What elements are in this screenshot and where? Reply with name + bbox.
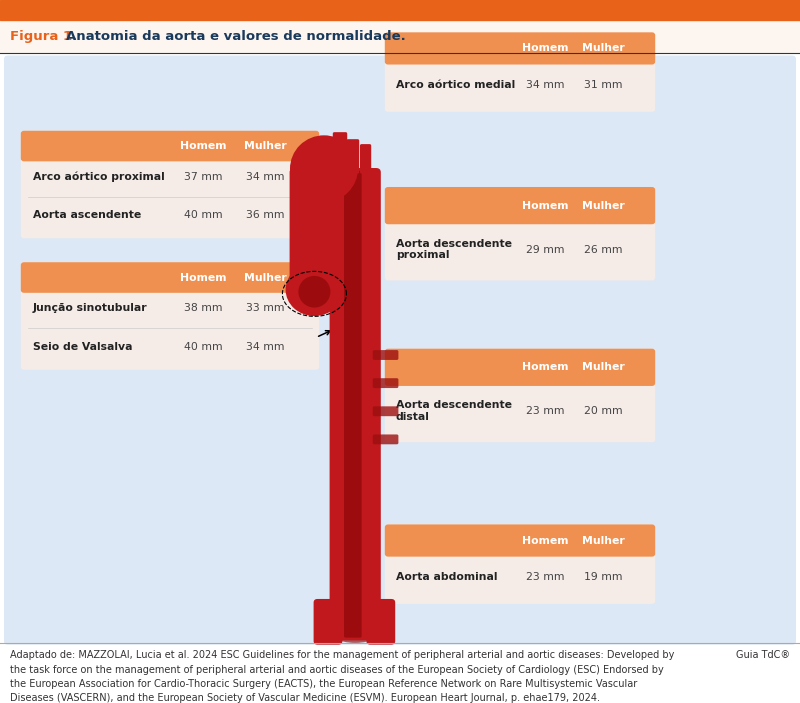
Ellipse shape — [319, 619, 391, 635]
Text: Aorta descendente
proximal: Aorta descendente proximal — [396, 239, 512, 260]
Text: 26 mm: 26 mm — [584, 245, 622, 254]
Text: Homem: Homem — [522, 536, 568, 546]
Text: Anatomia da aorta e valores de normalidade.: Anatomia da aorta e valores de normalida… — [66, 30, 406, 43]
FancyBboxPatch shape — [333, 132, 347, 174]
FancyBboxPatch shape — [385, 349, 655, 386]
Text: Mulher: Mulher — [582, 200, 625, 211]
FancyBboxPatch shape — [4, 56, 796, 645]
Text: 23 mm: 23 mm — [526, 406, 564, 416]
FancyBboxPatch shape — [330, 168, 381, 640]
FancyBboxPatch shape — [373, 434, 398, 444]
Text: Mulher: Mulher — [243, 273, 286, 283]
FancyBboxPatch shape — [21, 131, 319, 162]
FancyBboxPatch shape — [385, 524, 655, 604]
Text: Seio de Valsalva: Seio de Valsalva — [33, 342, 132, 352]
Text: Mulher: Mulher — [582, 536, 625, 546]
Text: Figura 1.: Figura 1. — [10, 30, 77, 43]
Text: Aorta descendente
distal: Aorta descendente distal — [396, 401, 512, 422]
Text: 37 mm: 37 mm — [184, 172, 223, 182]
Text: Homem: Homem — [522, 200, 568, 211]
Text: 36 mm: 36 mm — [246, 210, 284, 221]
Text: 34 mm: 34 mm — [246, 172, 284, 182]
FancyBboxPatch shape — [290, 168, 341, 285]
FancyBboxPatch shape — [21, 262, 319, 293]
FancyBboxPatch shape — [366, 599, 395, 645]
Text: Aorta abdominal: Aorta abdominal — [396, 572, 498, 583]
Text: Arco aórtico medial: Arco aórtico medial — [396, 80, 515, 91]
Text: Aorta ascendente: Aorta ascendente — [33, 210, 141, 221]
FancyBboxPatch shape — [385, 32, 655, 65]
Bar — [0, 20, 800, 53]
Text: 34 mm: 34 mm — [526, 80, 564, 91]
FancyBboxPatch shape — [373, 406, 398, 416]
Text: Mulher: Mulher — [582, 362, 625, 373]
FancyBboxPatch shape — [385, 32, 655, 112]
FancyBboxPatch shape — [346, 139, 359, 174]
FancyBboxPatch shape — [344, 171, 362, 638]
Text: Homem: Homem — [522, 44, 568, 53]
Text: 40 mm: 40 mm — [184, 342, 223, 352]
Text: Junção sinotubular: Junção sinotubular — [33, 304, 147, 314]
Text: Homem: Homem — [180, 273, 227, 283]
Text: Mulher: Mulher — [582, 44, 625, 53]
Text: Homem: Homem — [180, 141, 227, 151]
Text: Adaptado de: MAZZOLAI, Lucia et al. 2024 ESC Guidelines for the management of pe: Adaptado de: MAZZOLAI, Lucia et al. 2024… — [10, 650, 674, 703]
FancyBboxPatch shape — [385, 187, 655, 280]
Text: 23 mm: 23 mm — [526, 572, 564, 583]
FancyBboxPatch shape — [21, 262, 319, 370]
FancyBboxPatch shape — [360, 144, 371, 174]
FancyBboxPatch shape — [373, 378, 398, 388]
Text: 29 mm: 29 mm — [526, 245, 564, 254]
Ellipse shape — [325, 612, 386, 643]
Bar — [0, 0, 800, 20]
Text: Mulher: Mulher — [243, 141, 286, 151]
Text: 38 mm: 38 mm — [184, 304, 223, 314]
FancyBboxPatch shape — [385, 524, 655, 557]
Text: 20 mm: 20 mm — [584, 406, 622, 416]
Text: 19 mm: 19 mm — [584, 572, 622, 583]
FancyBboxPatch shape — [314, 599, 342, 645]
Ellipse shape — [298, 276, 330, 308]
Text: 40 mm: 40 mm — [184, 210, 223, 221]
Text: 34 mm: 34 mm — [246, 342, 284, 352]
Text: Arco aórtico proximal: Arco aórtico proximal — [33, 172, 165, 182]
Text: Guia TdC®: Guia TdC® — [736, 650, 790, 660]
Text: 33 mm: 33 mm — [246, 304, 284, 314]
Ellipse shape — [286, 263, 343, 316]
FancyBboxPatch shape — [385, 187, 655, 224]
Ellipse shape — [290, 135, 358, 202]
Text: 31 mm: 31 mm — [584, 80, 622, 91]
FancyBboxPatch shape — [385, 349, 655, 442]
Text: Homem: Homem — [522, 362, 568, 373]
FancyBboxPatch shape — [21, 131, 319, 238]
FancyBboxPatch shape — [373, 350, 398, 360]
